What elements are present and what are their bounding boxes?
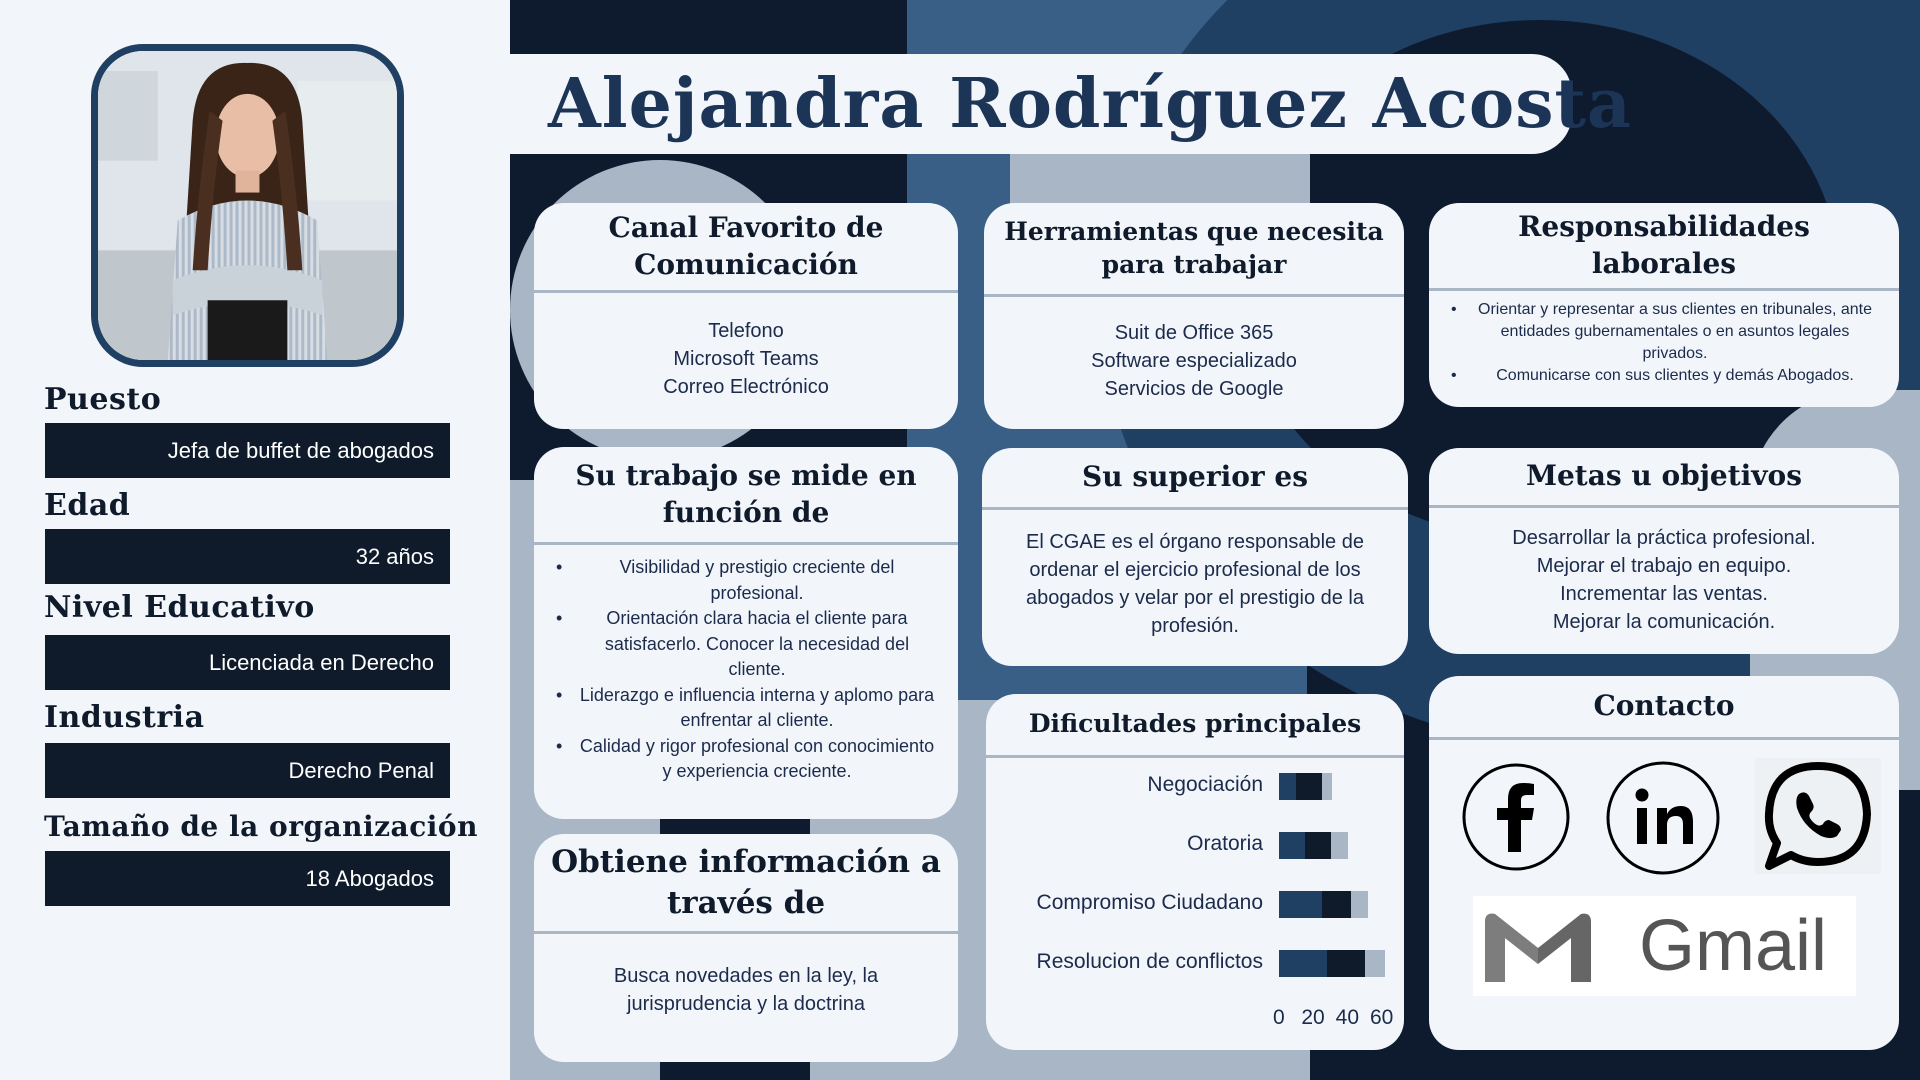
whatsapp-icon[interactable] bbox=[1755, 758, 1881, 874]
chart-tick-label: 20 bbox=[1301, 1006, 1325, 1029]
list-item: Telefono bbox=[708, 320, 784, 342]
chart-tick-label: 40 bbox=[1335, 1006, 1360, 1029]
bullet-list: Orientar y representar a sus clientes en… bbox=[1447, 299, 1881, 387]
gmail-label: Gmail bbox=[1639, 906, 1828, 986]
chart-bar-segment bbox=[1304, 831, 1331, 859]
chart-bar-segment bbox=[1279, 890, 1322, 918]
chart-category-label: Negociación bbox=[1147, 773, 1263, 796]
field-value-industria: Derecho Penal bbox=[45, 743, 450, 798]
person-photo-illustration bbox=[98, 51, 397, 360]
list-item: Software especializado bbox=[1091, 350, 1297, 372]
card-content: El CGAE es el órgano responsable de orde… bbox=[1026, 531, 1364, 637]
field-value-nivel-educativo: Licenciada en Derecho bbox=[45, 635, 450, 690]
dificultades-chart: Negociación Oratoria Compromiso Ciudadano R… bbox=[986, 694, 1404, 1050]
card-herramientas: Herramientas que necesita para trabajar … bbox=[984, 203, 1404, 429]
field-value-tamano-organizacion: 18 Abogados bbox=[45, 851, 450, 906]
card-metas: Metas u objetivos Desarrollar la práctic… bbox=[1429, 448, 1899, 654]
field-label-puesto: Puesto bbox=[44, 382, 162, 417]
chart-bar-segment bbox=[1279, 949, 1328, 977]
chart-bar-segment bbox=[1279, 831, 1305, 859]
field-value-edad: 32 años bbox=[45, 529, 450, 584]
card-responsabilidades: Responsabilidades laborales Orientar y r… bbox=[1429, 203, 1899, 407]
list-item: Visibilidad y prestigio creciente del pr… bbox=[552, 555, 940, 606]
card-content: Telefono Microsoft Teams Correo Electrón… bbox=[534, 293, 958, 401]
card-superior: Su superior es El CGAE es el órgano resp… bbox=[982, 448, 1408, 666]
card-title: Su trabajo se mide en función de bbox=[534, 447, 958, 545]
chart-bar-segment bbox=[1330, 831, 1348, 859]
card-title: Herramientas que necesita para trabajar bbox=[984, 203, 1404, 297]
list-item: Microsoft Teams bbox=[673, 348, 819, 370]
list-item: Mejorar la comunicación. bbox=[1552, 611, 1776, 633]
title-banner: Alejandra Rodríguez Acosta bbox=[510, 54, 1631, 154]
facebook-icon[interactable] bbox=[1461, 762, 1571, 872]
card-title: Contacto bbox=[1429, 676, 1899, 740]
card-title: Dificultades principales bbox=[986, 694, 1404, 758]
chart-bar-segment bbox=[1327, 949, 1365, 977]
field-label-nivel-educativo: Nivel Educativo bbox=[44, 590, 315, 625]
card-content: Desarrollar la práctica profesional. Mej… bbox=[1429, 508, 1899, 636]
list-item: Comunicarse con sus clientes y demás Abo… bbox=[1447, 365, 1881, 387]
card-obtiene-informacion: Obtiene información a través de Busca no… bbox=[534, 834, 958, 1062]
card-content: Visibilidad y prestigio creciente del pr… bbox=[534, 545, 958, 785]
gmail-icon[interactable]: Gmail bbox=[1473, 896, 1856, 996]
chart-bar-segment bbox=[1351, 890, 1369, 918]
list-item: Orientar y representar a sus clientes en… bbox=[1447, 299, 1881, 365]
chart-category-label: Resolucion de conflictos bbox=[1036, 950, 1263, 973]
chart-bar-segment bbox=[1364, 949, 1386, 977]
chart-bar-segment bbox=[1321, 772, 1333, 800]
list-item: Incrementar las ventas. bbox=[1560, 583, 1768, 605]
chart-bar-segment bbox=[1296, 772, 1322, 800]
chart-category-label: Compromiso Ciudadano bbox=[1036, 891, 1263, 914]
card-title: Canal Favorito de Comunicación bbox=[534, 203, 958, 293]
list-item: Mejorar el trabajo en equipo. bbox=[1536, 555, 1792, 577]
field-value-puesto: Jefa de buffet de abogados bbox=[45, 423, 450, 478]
list-item: Calidad y rigor profesional con conocimi… bbox=[552, 734, 940, 785]
card-title: Responsabilidades laborales bbox=[1429, 203, 1899, 291]
linkedin-icon[interactable] bbox=[1605, 760, 1721, 876]
chart-tick-label: 60 bbox=[1370, 1006, 1394, 1029]
card-trabajo-medido: Su trabajo se mide en función de Visibil… bbox=[534, 447, 958, 819]
chart-bar-segment bbox=[1279, 772, 1297, 800]
card-content: Orientar y representar a sus clientes en… bbox=[1429, 291, 1899, 387]
field-label-tamano-organizacion: Tamaño de la organización bbox=[44, 810, 478, 843]
list-item: Servicios de Google bbox=[1104, 378, 1284, 400]
card-title: Su superior es bbox=[982, 448, 1408, 510]
list-item: Suit de Office 365 bbox=[1114, 322, 1274, 344]
field-label-edad: Edad bbox=[44, 488, 131, 523]
card-content: Busca novedades en la ley, la jurisprude… bbox=[613, 965, 879, 1015]
list-item: Orientación clara hacia el cliente para … bbox=[552, 606, 940, 683]
card-content: Suit de Office 365 Software especializad… bbox=[984, 297, 1404, 403]
list-item: Liderazgo e influencia interna y aplomo … bbox=[552, 683, 940, 734]
card-dificultades: Dificultades principales Negociación Orat… bbox=[986, 694, 1404, 1050]
page-title: Alejandra Rodríguez Acosta bbox=[548, 64, 1632, 144]
profile-photo bbox=[91, 44, 404, 367]
chart-bar-segment bbox=[1321, 890, 1352, 918]
card-contacto: Contacto Gmail bbox=[1429, 676, 1899, 1050]
card-title: Obtiene información a través de bbox=[534, 834, 958, 934]
field-label-industria: Industria bbox=[44, 700, 205, 735]
list-item: Correo Electrónico bbox=[663, 376, 829, 398]
card-canal-comunicacion: Canal Favorito de Comunicación Telefono … bbox=[534, 203, 958, 429]
chart-category-label: Oratoria bbox=[1187, 832, 1263, 855]
bullet-list: Visibilidad y prestigio creciente del pr… bbox=[552, 555, 940, 785]
card-title: Metas u objetivos bbox=[1429, 448, 1899, 508]
chart-tick-label: 0 bbox=[1273, 1006, 1285, 1029]
profile-sidebar: Puesto Jefa de buffet de abogados Edad 3… bbox=[0, 0, 510, 1080]
list-item: Desarrollar la práctica profesional. bbox=[1512, 527, 1816, 549]
